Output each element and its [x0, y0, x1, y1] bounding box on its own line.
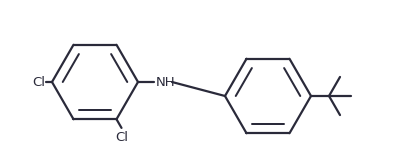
Text: NH: NH	[156, 75, 175, 89]
Text: Cl: Cl	[115, 131, 128, 144]
Text: Cl: Cl	[32, 75, 45, 89]
